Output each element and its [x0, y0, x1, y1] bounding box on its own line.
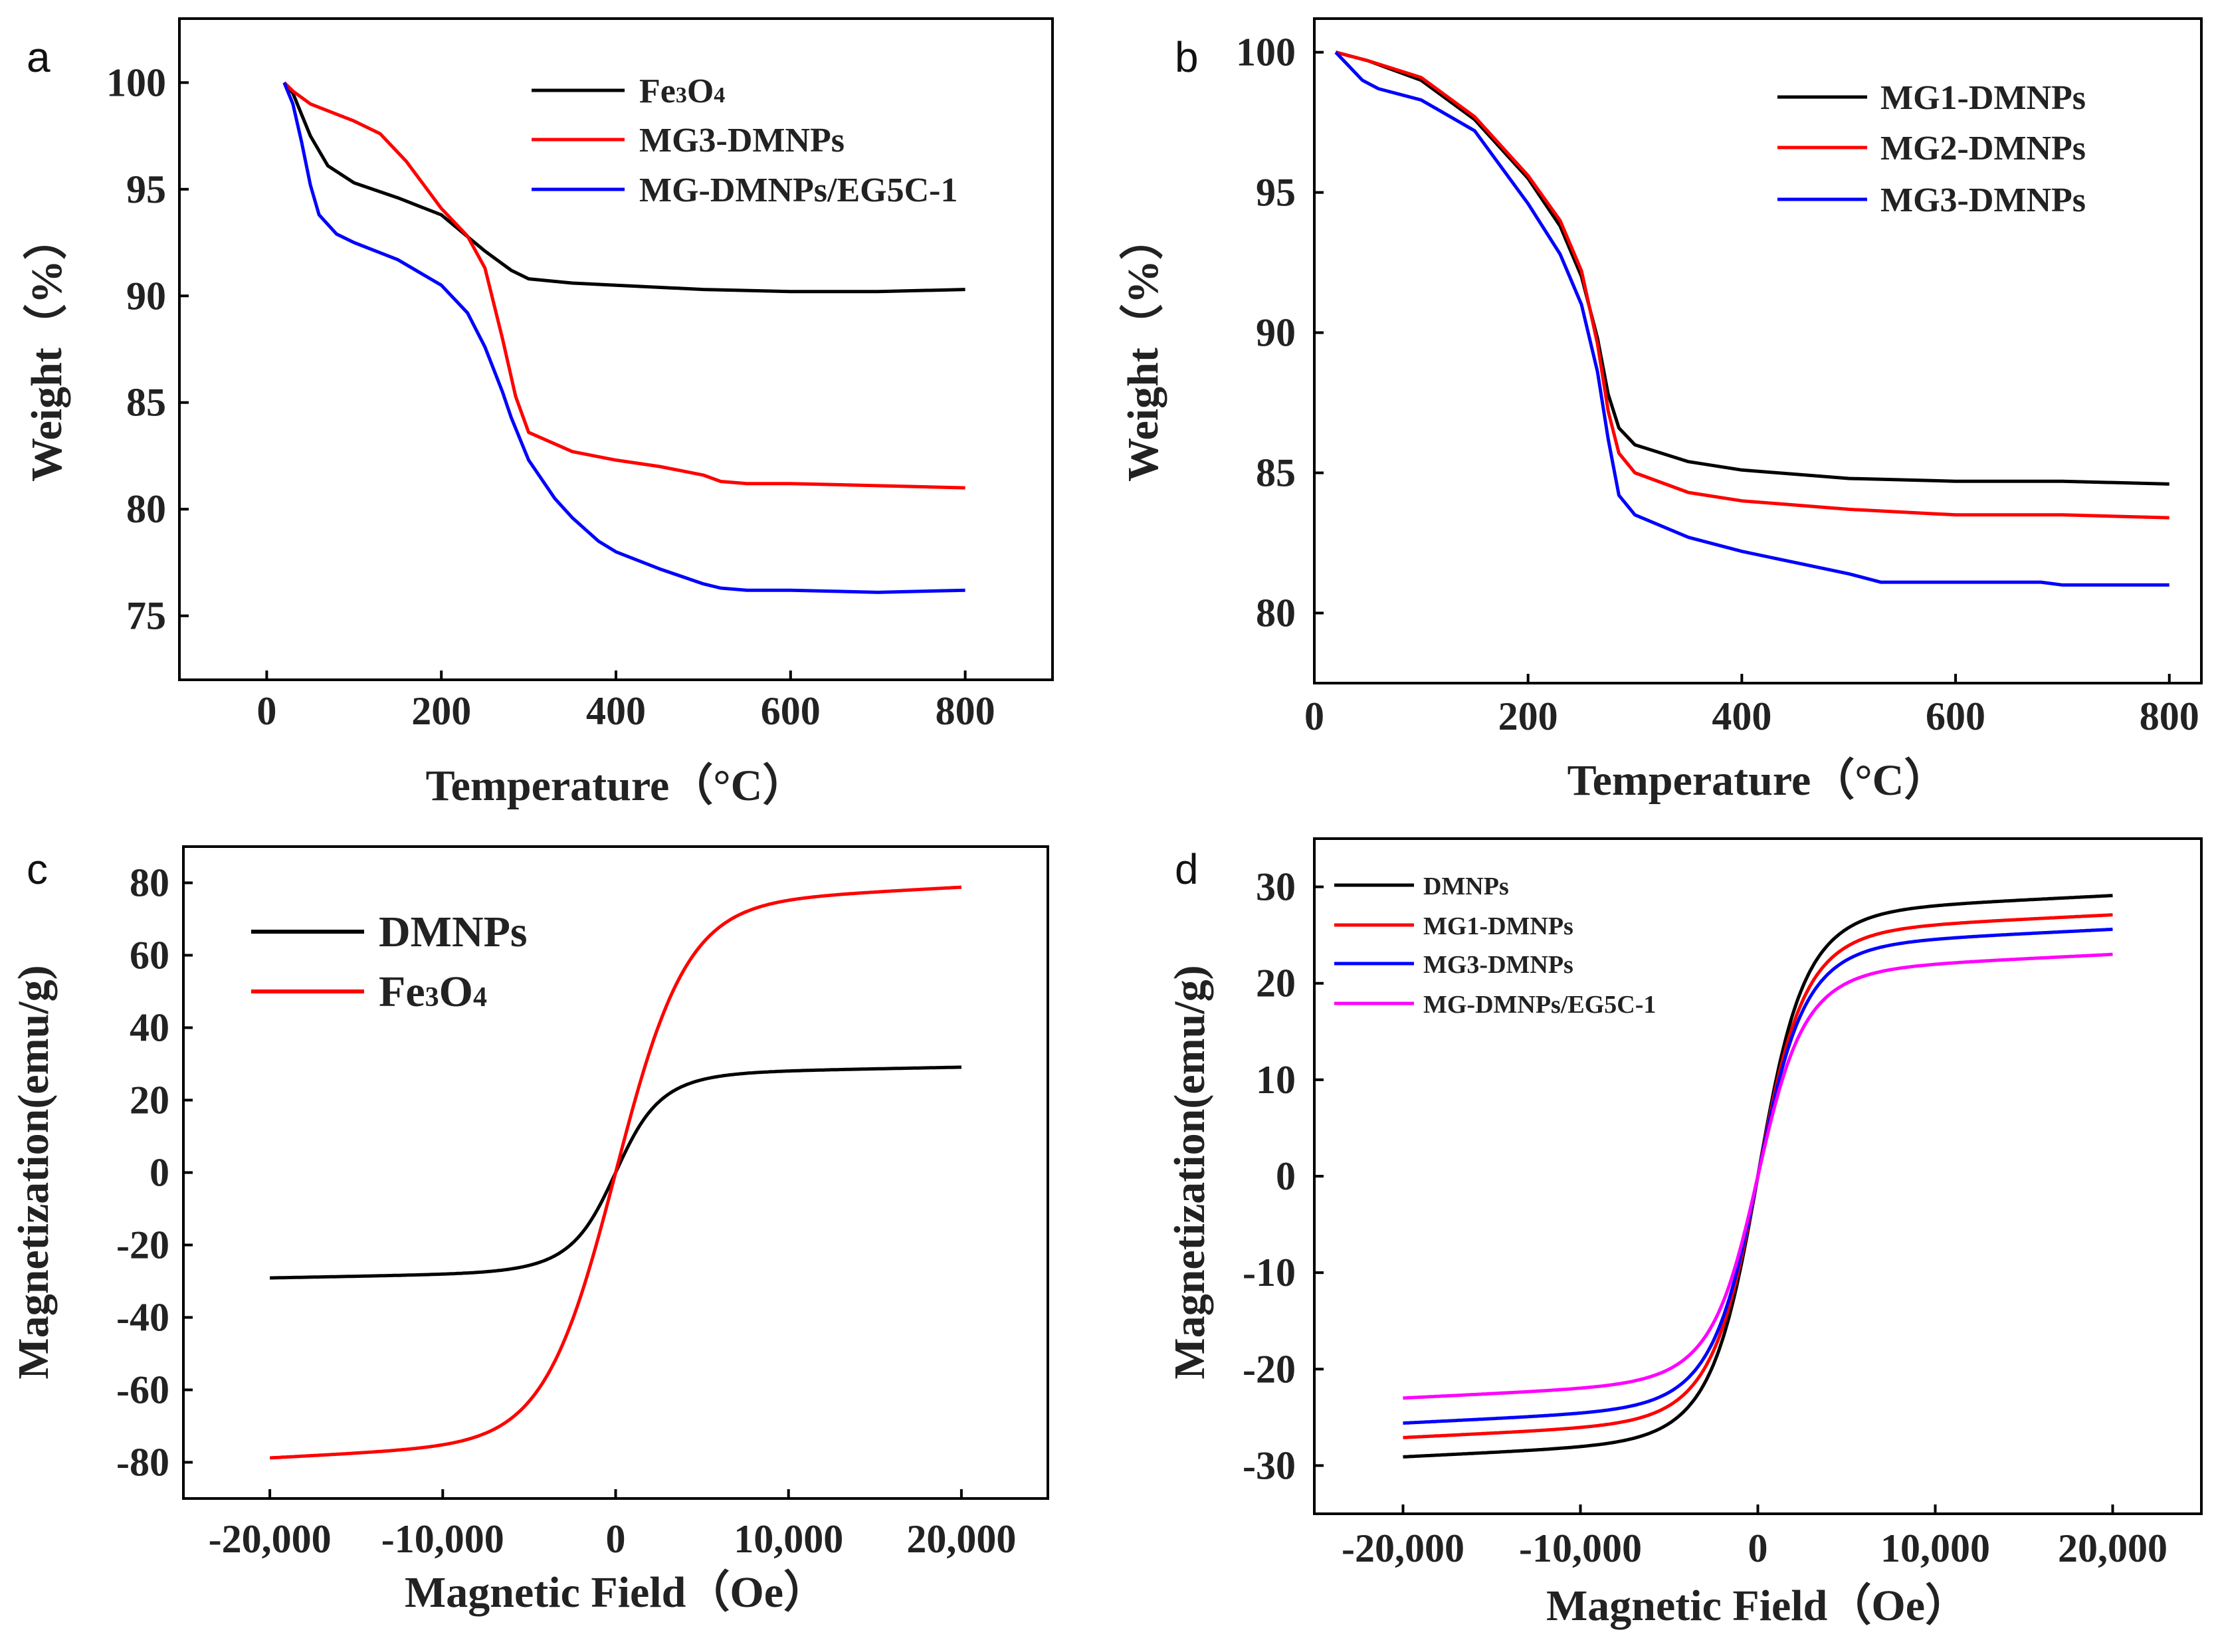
panel-c-x-tick-label: 10,000 — [734, 1517, 843, 1561]
panel-d-y-tick-label: 20 — [1256, 962, 1296, 1005]
panel-d-label: d — [1175, 845, 1199, 893]
panel-b-y-tick-label: 90 — [1256, 311, 1296, 355]
panel-a-x-tick-label: 600 — [761, 689, 821, 733]
panel-a-y-tick-label: 75 — [126, 594, 166, 638]
panel-d-x-tick-label: 20,000 — [2058, 1526, 2167, 1570]
panel-b-y-tick-label: 85 — [1256, 451, 1296, 495]
panel-b-x-tick-label: 800 — [2140, 694, 2199, 738]
panel-c-y-tick-label: 60 — [130, 934, 169, 978]
panel-a-series-mg3-dmnps — [282, 81, 965, 490]
panel-a-y-axis-title: Weight（%） — [22, 216, 71, 482]
panel-c-y-tick-label: -20 — [116, 1223, 169, 1267]
panel-d-x-axis-title: Magnetic Field（Oe） — [1546, 1581, 1969, 1630]
panel-b-legend: MG1-DMNPs MG2-DMNPs MG3-DMNPs — [1777, 79, 2086, 219]
panel-d-y-tick-label: -30 — [1243, 1443, 1296, 1487]
panel-a-x-tick-label: 400 — [586, 689, 646, 733]
panel-b-x-tick-label: 0 — [1304, 694, 1324, 738]
panel-b-series-mg3-dmnps — [1334, 51, 2169, 587]
panel-b-series-mg2-dmnps — [1335, 51, 2169, 520]
panel-d-y-tick-label: -10 — [1243, 1251, 1296, 1294]
panel-c-x-tick-label: 0 — [606, 1517, 626, 1561]
panel-d-y-tick-label: 10 — [1256, 1058, 1296, 1102]
panel-d-x-tick-label: -10,000 — [1519, 1526, 1642, 1570]
panel-c-y-tick-label: -80 — [116, 1441, 169, 1485]
panel-c-x-tick-label: 20,000 — [906, 1517, 1016, 1561]
panel-c-y-tick-label: 0 — [150, 1151, 169, 1195]
panel-a-x-tick-label: 200 — [411, 689, 471, 733]
panel-a-y-tick-label: 90 — [126, 274, 166, 318]
legend-label-mg2-dmnps: MG2-DMNPs — [1880, 130, 2086, 167]
panel-c-y-tick-label: 20 — [130, 1079, 169, 1122]
panel-d-y-tick-label: 30 — [1256, 865, 1296, 909]
panel-c-legend: DMNPs Fe3O4 — [251, 908, 528, 1016]
legend-label-mg3-dmnps-d: MG3-DMNPs — [1423, 951, 1573, 979]
panel-b-y-tick-label: 80 — [1256, 591, 1296, 635]
panel-c-y-tick-label: -40 — [116, 1296, 169, 1340]
legend-label-mg-dmnps-eg5c-1: MG-DMNPs/EG5C-1 — [639, 171, 957, 209]
panel-d-legend: DMNPs MG1-DMNPs MG3-DMNPs MG-DMNPs/EG5C-… — [1334, 873, 1656, 1019]
panel-a-y-tick-label: 95 — [126, 167, 166, 211]
panel-b-y-axis-title: Weight（%） — [1118, 216, 1167, 482]
panel-a-legend: Fe3O4 MG3-DMNPs MG-DMNPs/EG5C-1 — [532, 72, 957, 209]
panel-b-series-mg1-dmnps — [1335, 51, 2169, 486]
panel-c-series-fe3o4 — [270, 885, 961, 1460]
panel-d: d -20,000 -10,000 0 10,000 20,000 -30 -20 -10 0… — [1165, 837, 2203, 1630]
panel-d-x-tick-label: 0 — [1748, 1526, 1768, 1570]
panel-d-y-axis-title: Magnetization(emu/g) — [1165, 965, 1214, 1379]
panel-a-y-tick-label: 100 — [106, 60, 166, 104]
panel-a-series-fe3o4 — [282, 81, 965, 294]
panel-b-x-axis-title: Temperature（°C） — [1567, 756, 1948, 805]
panel-b-y-tick-label: 100 — [1236, 31, 1296, 74]
panel-c-y-tick-label: -60 — [116, 1368, 169, 1412]
panel-a-frame — [178, 17, 1054, 681]
panel-b-frame — [1313, 17, 2203, 684]
legend-label-dmnps-c: DMNPs — [379, 908, 528, 956]
legend-label-mg3-dmnps-b: MG3-DMNPs — [1880, 181, 2086, 219]
panel-c-x-tick-label: -20,000 — [209, 1517, 332, 1561]
panel-a-label: a — [27, 33, 50, 81]
panel-b-label: b — [1175, 33, 1199, 81]
panel-b-x-tick-label: 200 — [1498, 694, 1558, 738]
panel-d-series-mg-dmnps-eg5c-1 — [1403, 952, 2113, 1400]
legend-label-fe3o4-c: Fe3O4 — [379, 968, 487, 1016]
panel-c-y-axis-title: Magnetization(emu/g) — [9, 965, 58, 1379]
legend-label-mg1-dmnps: MG1-DMNPs — [1880, 79, 2086, 117]
panel-d-y-tick-label: 0 — [1276, 1154, 1296, 1198]
legend-label-mg1-dmnps-d: MG1-DMNPs — [1423, 912, 1573, 940]
panel-b-x-tick-label: 400 — [1712, 694, 1771, 738]
panel-a: a 0 200 400 600 800 75 80 85 90 95 100 Temperatur… — [22, 17, 1054, 810]
panel-c-y-tick-label: 80 — [130, 861, 169, 905]
legend-label-dmnps-d: DMNPs — [1423, 873, 1509, 900]
panel-b-y-tick-label: 95 — [1256, 171, 1296, 215]
legend-label-mg-dmnps-eg5c-1-d: MG-DMNPs/EG5C-1 — [1423, 991, 1656, 1019]
legend-label-mg3-dmnps: MG3-DMNPs — [639, 122, 845, 159]
panel-c-label: c — [27, 845, 48, 893]
panel-c-x-tick-label: -10,000 — [381, 1517, 504, 1561]
panel-a-series-mg-dmnps-eg5c-1 — [282, 82, 965, 594]
panel-d-x-tick-label: -20,000 — [1342, 1526, 1464, 1570]
panel-d-x-tick-label: 10,000 — [1880, 1526, 1990, 1570]
panel-a-x-tick-label: 800 — [936, 689, 995, 733]
panel-b-x-tick-label: 600 — [1926, 694, 1985, 738]
panel-a-y-tick-label: 85 — [126, 381, 166, 425]
panel-c: c -20,000 -10,000 0 10,000 20,000 -80 -60 -40 -… — [9, 845, 1049, 1617]
panel-a-y-tick-label: 80 — [126, 487, 166, 531]
panel-d-y-tick-label: -20 — [1243, 1347, 1296, 1391]
panel-a-x-axis-title: Temperature（°C） — [426, 761, 807, 810]
panel-b: b 0 200 400 600 800 80 85 90 95 100 Temperature（… — [1118, 17, 2203, 805]
panel-c-y-tick-label: 40 — [130, 1006, 169, 1050]
panel-c-x-axis-title: Magnetic Field（Oe） — [405, 1568, 827, 1617]
panel-a-x-tick-label: 0 — [256, 689, 276, 733]
legend-label-fe3o4: Fe3O4 — [639, 72, 725, 110]
